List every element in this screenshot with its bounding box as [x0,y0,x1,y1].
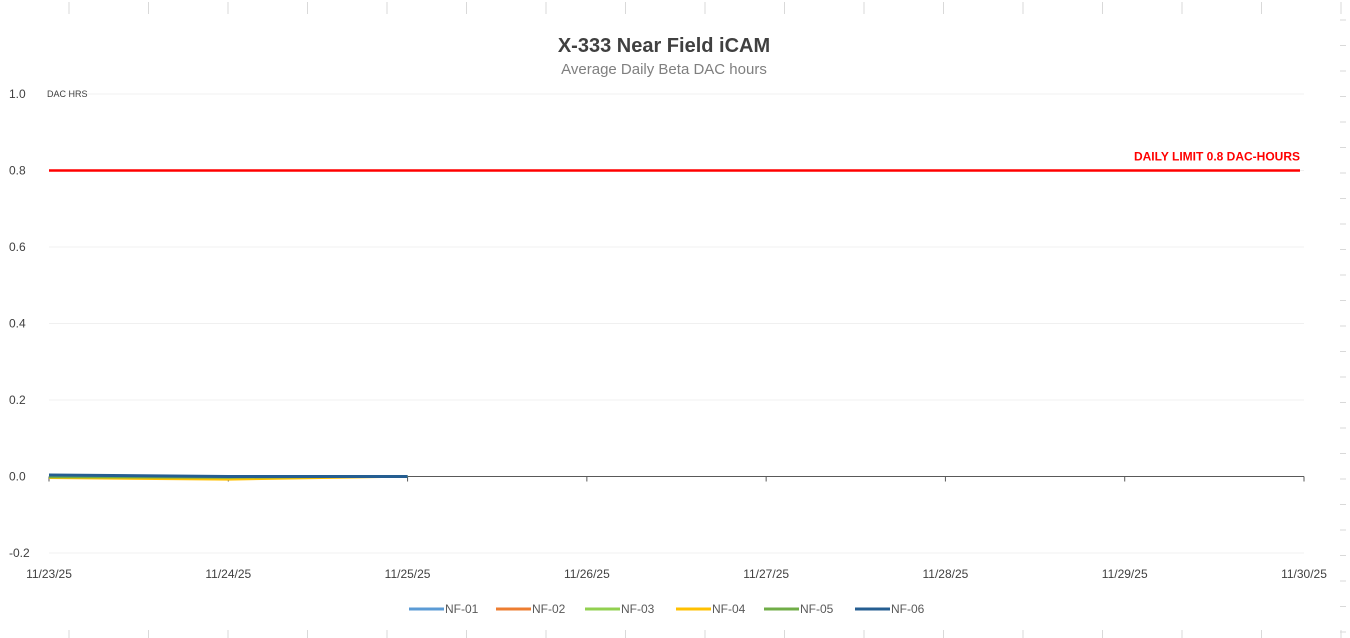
legend-label: NF-06 [891,602,925,616]
daily-limit-label: DAILY LIMIT 0.8 DAC-HOURS [1134,150,1300,164]
x-tick-label: 11/27/25 [743,567,789,581]
chart-title: X-333 Near Field iCAM [558,35,770,57]
y-unit-label: DAC HRS [47,89,88,99]
legend-label: NF-01 [445,602,479,616]
x-tick-label: 11/23/25 [26,567,72,581]
legend-label: NF-03 [621,602,655,616]
y-tick-label: 0.6 [9,240,26,254]
gridlines [49,93,1304,554]
x-tick-label: 11/25/25 [385,567,431,581]
x-tick-label: 11/30/25 [1281,567,1327,581]
y-tick-label: 0.2 [9,393,26,407]
chart-subtitle: Average Daily Beta DAC hours [561,61,767,78]
y-tick-label: -0.2 [9,546,30,560]
y-axis-ticks: 1.0 0.8 0.6 0.4 0.2 0.0 -0.2 [9,87,30,560]
x-tick-label: 11/24/25 [205,567,251,581]
y-tick-label: 0.4 [9,317,26,331]
legend-label: NF-05 [800,602,834,616]
x-tick-label: 11/28/25 [923,567,969,581]
x-tick-label: 11/29/25 [1102,567,1148,581]
daily-limit: DAILY LIMIT 0.8 DAC-HOURS [49,150,1300,172]
series-line-nf-06 [48,473,408,478]
y-tick-label: 1.0 [9,87,26,101]
legend: NF-01 NF-02 NF-03 NF-04 NF-05 NF-06 [409,602,925,616]
series-lines [48,473,408,481]
legend-label: NF-04 [712,602,746,616]
y-tick-label: 0.8 [9,164,26,178]
x-axis-ticks: 11/23/25 11/24/25 11/25/25 11/26/25 11/27/25… [26,567,1327,581]
x-tick-label: 11/26/25 [564,567,610,581]
y-tick-label: 0.0 [9,470,26,484]
background-tick-marks [68,2,1346,638]
legend-label: NF-02 [532,602,566,616]
